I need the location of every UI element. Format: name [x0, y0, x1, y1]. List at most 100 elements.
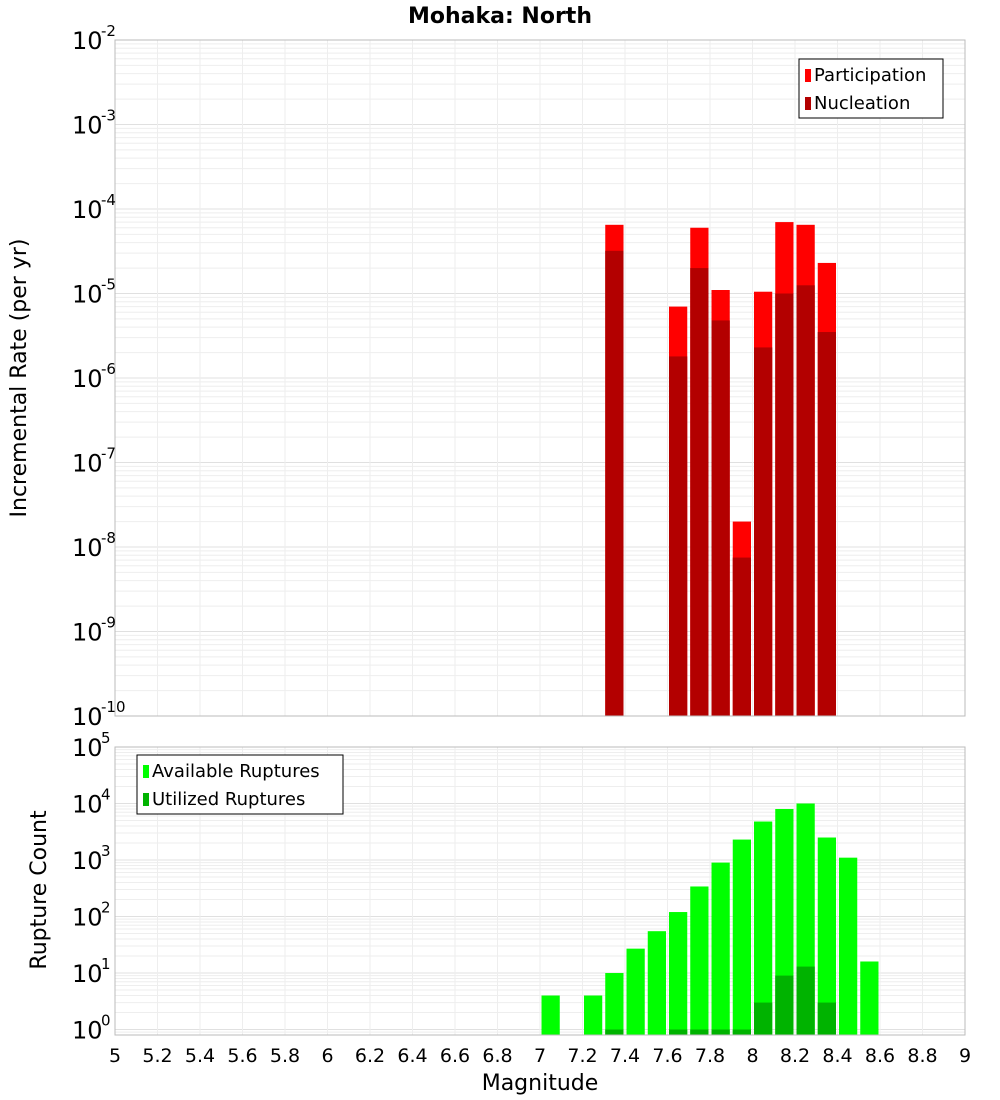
bar-available-ruptures	[860, 961, 879, 1035]
legend-label: Available Ruptures	[152, 761, 320, 782]
x-tick-label: 7.8	[695, 1045, 725, 1067]
legend-box	[798, 58, 944, 119]
bottom-y-axis-label: Rupture Count	[27, 810, 52, 970]
y-tick-exponent: -5	[101, 276, 116, 294]
bar-available-ruptures	[626, 948, 645, 1035]
legend-swatch	[805, 97, 811, 110]
x-tick-label: 5.6	[227, 1045, 257, 1067]
bar-utilized-ruptures	[605, 1029, 624, 1035]
x-tick-label: 5	[109, 1045, 121, 1067]
y-tick-label: 10	[72, 703, 103, 731]
x-tick-label: 7.6	[652, 1045, 682, 1067]
bar-available-ruptures	[584, 995, 603, 1035]
y-tick-label: 10	[72, 450, 103, 478]
bar-nucleation	[732, 557, 751, 716]
x-tick-label: 5.2	[142, 1045, 172, 1067]
plot-frame	[114, 39, 966, 717]
legend: Participation Nucleation	[798, 58, 944, 119]
x-tick-label: 7.4	[610, 1045, 640, 1067]
x-tick-label: 8.2	[780, 1045, 810, 1067]
y-tick-label: 10	[72, 847, 103, 875]
top-plot-area: 10-1010-910-810-710-610-510-410-310-2Par…	[72, 22, 966, 731]
plot-frame	[114, 746, 966, 1036]
bar-available-ruptures	[605, 973, 624, 1035]
bar-utilized-ruptures	[732, 1029, 751, 1035]
x-tick-label: 5.4	[185, 1045, 215, 1067]
y-tick-label: 10	[72, 534, 103, 562]
x-tick-label: 6.8	[482, 1045, 512, 1067]
chart-title: Mohaka: North	[408, 4, 592, 29]
bar-available-ruptures	[690, 886, 709, 1035]
y-tick-exponent: 0	[101, 1012, 111, 1030]
legend-swatch	[143, 765, 149, 778]
y-tick-label: 10	[72, 365, 103, 393]
y-tick-exponent: 1	[101, 955, 111, 973]
x-tick-label: 6.2	[355, 1045, 385, 1067]
y-tick-exponent: -7	[101, 445, 116, 463]
x-tick-label: 8.8	[907, 1045, 937, 1067]
x-tick-label: 8.6	[865, 1045, 895, 1067]
legend-label: Nucleation	[814, 93, 910, 114]
y-tick-exponent: -3	[101, 107, 116, 125]
x-tick-label: 8	[746, 1045, 758, 1067]
x-tick-label: 8.4	[822, 1045, 852, 1067]
bar-nucleation	[669, 356, 688, 716]
y-tick-label: 10	[72, 281, 103, 309]
x-tick-label: 6	[321, 1045, 333, 1067]
bar-utilized-ruptures	[775, 975, 794, 1035]
y-tick-label: 10	[72, 791, 103, 819]
bar-utilized-ruptures	[711, 1029, 730, 1035]
y-tick-exponent: 2	[101, 899, 111, 917]
bar-nucleation	[775, 293, 794, 716]
y-tick-exponent: 4	[101, 786, 111, 804]
bar-utilized-ruptures	[817, 1002, 836, 1035]
bar-nucleation	[605, 250, 624, 716]
y-tick-label: 10	[72, 27, 103, 55]
y-tick-exponent: 5	[101, 729, 111, 747]
bar-available-ruptures	[754, 821, 773, 1035]
y-tick-label: 10	[72, 112, 103, 140]
bar-utilized-ruptures	[754, 1002, 773, 1035]
y-tick-label: 10	[72, 619, 103, 647]
y-tick-label: 10	[72, 904, 103, 932]
bar-utilized-ruptures	[690, 1029, 709, 1035]
y-tick-exponent: 3	[101, 842, 111, 860]
y-tick-exponent: -8	[101, 529, 116, 547]
legend: Available Ruptures Utilized Ruptures	[136, 754, 344, 815]
x-tick-label: 6.4	[397, 1045, 427, 1067]
bar-available-ruptures	[541, 995, 560, 1035]
legend-box	[136, 754, 344, 815]
x-tick-label: 7	[534, 1045, 546, 1067]
legend-label: Utilized Ruptures	[152, 789, 305, 810]
bar-nucleation	[754, 347, 773, 716]
legend-swatch	[143, 793, 149, 806]
bar-nucleation	[690, 268, 709, 716]
bar-nucleation	[796, 285, 815, 716]
y-tick-exponent: -2	[101, 22, 116, 40]
x-tick-label: 7.2	[567, 1045, 597, 1067]
bar-available-ruptures	[817, 837, 836, 1035]
bar-available-ruptures	[647, 931, 666, 1035]
bar-utilized-ruptures	[669, 1029, 688, 1035]
y-tick-exponent: -10	[101, 698, 126, 716]
top-y-axis-label: Incremental Rate (per yr)	[7, 239, 32, 518]
bar-nucleation	[817, 332, 836, 716]
y-tick-label: 10	[72, 734, 103, 762]
y-tick-label: 10	[72, 196, 103, 224]
bar-available-ruptures	[732, 839, 751, 1035]
legend-swatch	[805, 69, 811, 82]
y-tick-label: 10	[72, 960, 103, 988]
bar-available-ruptures	[669, 912, 688, 1035]
x-tick-label: 5.8	[270, 1045, 300, 1067]
y-tick-label: 10	[72, 1017, 103, 1045]
bar-utilized-ruptures	[796, 966, 815, 1035]
x-tick-label: 6.6	[440, 1045, 470, 1067]
y-tick-exponent: -9	[101, 614, 116, 632]
y-tick-exponent: -4	[101, 191, 116, 209]
y-tick-exponent: -6	[101, 360, 116, 378]
bar-available-ruptures	[711, 862, 730, 1035]
bar-available-ruptures	[839, 857, 858, 1035]
legend-label: Participation	[814, 65, 926, 86]
